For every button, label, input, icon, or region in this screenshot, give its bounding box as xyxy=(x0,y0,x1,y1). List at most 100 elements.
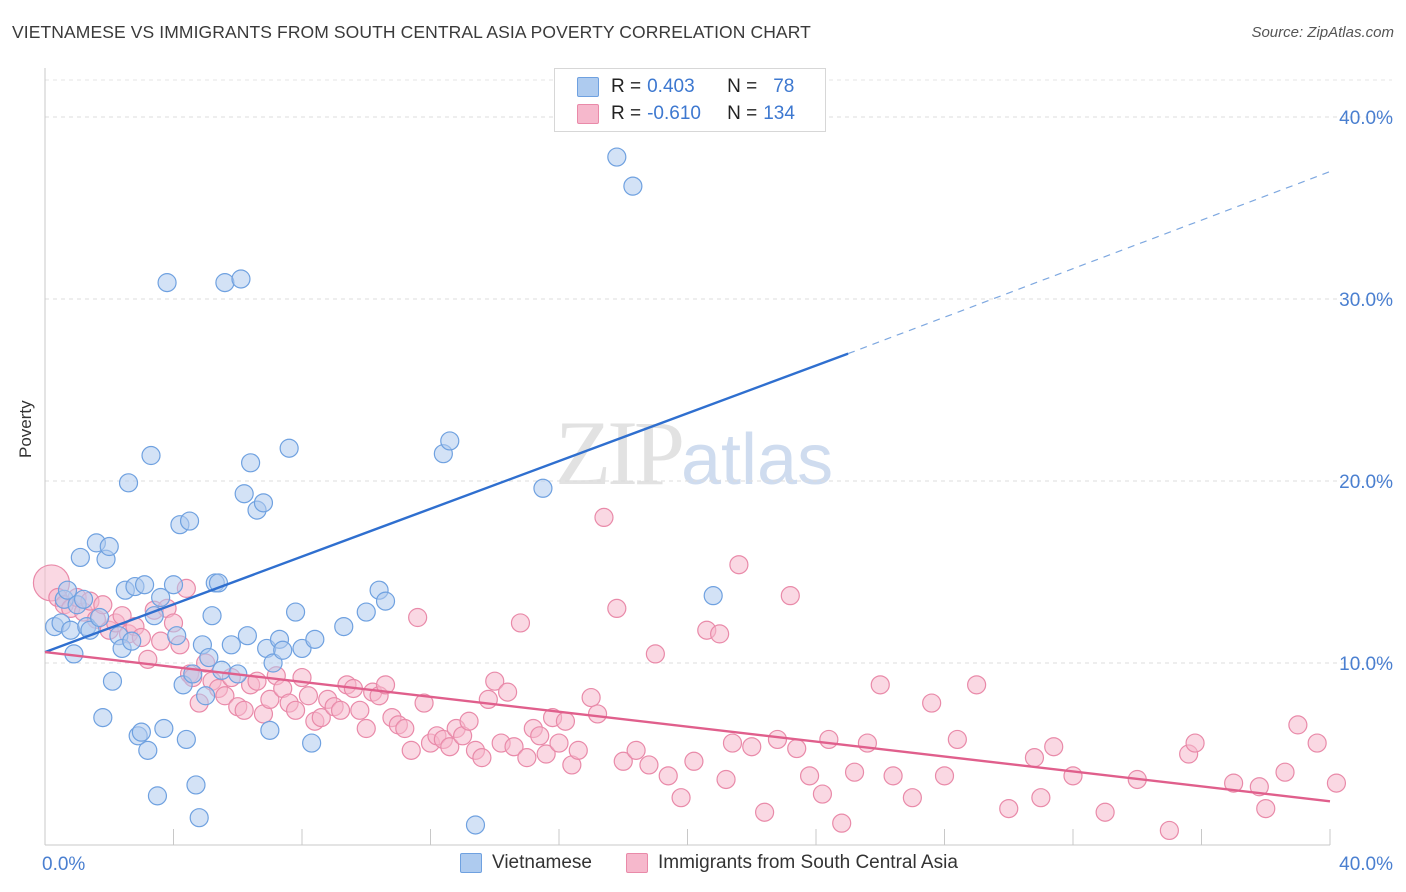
point-immigrants xyxy=(517,748,537,768)
point-immigrants xyxy=(1224,773,1244,793)
point-vietnamese xyxy=(138,740,158,760)
tick-labels: 10.0% 20.0% 30.0% 40.0% 0.0% 40.0% xyxy=(42,108,1393,875)
point-vietnamese xyxy=(122,631,142,651)
legend-swatch-vietnamese xyxy=(460,853,482,873)
point-immigrants xyxy=(350,700,370,720)
point-immigrants xyxy=(1326,773,1347,793)
trend-lines xyxy=(44,171,1331,803)
axes xyxy=(44,68,1331,846)
series-vietnamese-points xyxy=(45,147,723,835)
point-immigrants xyxy=(1249,777,1269,797)
legend-r-value: -0.610 xyxy=(647,103,701,124)
point-vietnamese xyxy=(179,511,200,531)
point-immigrants xyxy=(684,751,704,771)
point-immigrants xyxy=(922,693,942,713)
point-immigrants xyxy=(658,766,678,786)
point-vietnamese xyxy=(241,453,261,473)
point-vietnamese xyxy=(154,718,174,739)
legend-item-immigrants: Immigrants from South Central Asia xyxy=(626,852,958,874)
point-vietnamese xyxy=(221,635,241,655)
y-tick-label: 40.0% xyxy=(1339,108,1393,129)
point-immigrants xyxy=(510,613,531,633)
point-vietnamese xyxy=(623,176,643,196)
point-immigrants xyxy=(870,675,890,695)
point-immigrants xyxy=(883,766,903,786)
point-immigrants xyxy=(787,738,807,759)
point-immigrants xyxy=(536,744,556,764)
point-immigrants xyxy=(934,766,955,786)
point-immigrants xyxy=(832,813,852,833)
point-vietnamese xyxy=(186,775,206,795)
point-immigrants xyxy=(767,729,788,750)
point-immigrants xyxy=(999,798,1019,819)
point-immigrants xyxy=(1044,737,1064,757)
legend-swatch-vietnamese xyxy=(577,77,599,97)
point-vietnamese xyxy=(151,587,171,608)
point-vietnamese xyxy=(302,733,322,753)
point-vietnamese xyxy=(189,808,209,828)
point-immigrants xyxy=(285,700,306,720)
point-vietnamese xyxy=(215,273,235,293)
legend-n-value: 134 xyxy=(763,103,795,124)
x-tick-label-min: 0.0% xyxy=(42,854,85,875)
legend-n-value: 78 xyxy=(773,76,795,97)
point-vietnamese xyxy=(167,626,187,646)
y-tick-label: 30.0% xyxy=(1339,290,1393,311)
point-vietnamese xyxy=(141,445,161,466)
point-immigrants xyxy=(485,671,505,691)
point-vietnamese xyxy=(157,273,177,293)
x-tick-label-max: 40.0% xyxy=(1339,854,1393,875)
point-immigrants xyxy=(645,644,665,664)
point-immigrants xyxy=(215,686,235,706)
point-immigrants xyxy=(311,707,331,728)
point-immigrants xyxy=(607,598,627,619)
point-vietnamese xyxy=(163,575,184,595)
point-immigrants xyxy=(1024,748,1045,768)
legend-swatch-immigrants xyxy=(577,104,599,124)
point-vietnamese xyxy=(70,547,90,568)
legend-r-label: R = xyxy=(611,103,642,124)
point-vietnamese xyxy=(375,591,396,611)
point-immigrants xyxy=(742,737,762,757)
point-immigrants xyxy=(1031,788,1051,808)
point-immigrants xyxy=(639,755,659,775)
point-immigrants xyxy=(902,788,922,808)
point-immigrants xyxy=(812,784,833,804)
point-immigrants xyxy=(440,737,460,757)
point-vietnamese xyxy=(260,720,280,740)
point-immigrants xyxy=(549,733,569,753)
point-immigrants xyxy=(298,686,319,706)
chart-title: VIETNAMESE VS IMMIGRANTS FROM SOUTH CENT… xyxy=(12,22,811,42)
point-immigrants xyxy=(375,675,396,695)
point-vietnamese xyxy=(118,473,139,493)
point-immigrants xyxy=(1307,733,1327,753)
point-vietnamese xyxy=(279,438,299,458)
point-vietnamese xyxy=(440,431,460,451)
point-immigrants xyxy=(555,711,576,731)
point-immigrants xyxy=(844,762,865,782)
point-vietnamese xyxy=(57,580,78,600)
legend-r-label: R = xyxy=(611,76,642,97)
point-vietnamese xyxy=(61,620,81,640)
point-immigrants xyxy=(710,624,730,644)
point-vietnamese xyxy=(131,722,151,742)
point-immigrants xyxy=(478,689,498,710)
point-immigrants xyxy=(613,751,633,771)
point-immigrants xyxy=(1288,715,1308,735)
point-immigrants xyxy=(260,689,280,710)
point-vietnamese xyxy=(253,493,274,513)
legend-label-vietnamese: Vietnamese xyxy=(492,852,592,873)
point-immigrants xyxy=(401,740,421,760)
point-immigrants xyxy=(414,693,434,713)
point-vietnamese xyxy=(196,686,216,706)
point-immigrants xyxy=(234,700,254,720)
point-immigrants xyxy=(1256,798,1276,819)
point-immigrants xyxy=(780,586,800,606)
point-vietnamese xyxy=(73,589,94,609)
point-immigrants xyxy=(594,507,614,528)
point-vietnamese xyxy=(102,671,123,691)
point-vietnamese xyxy=(465,815,486,835)
y-tick-label: 20.0% xyxy=(1339,472,1393,493)
point-immigrants xyxy=(581,687,601,708)
